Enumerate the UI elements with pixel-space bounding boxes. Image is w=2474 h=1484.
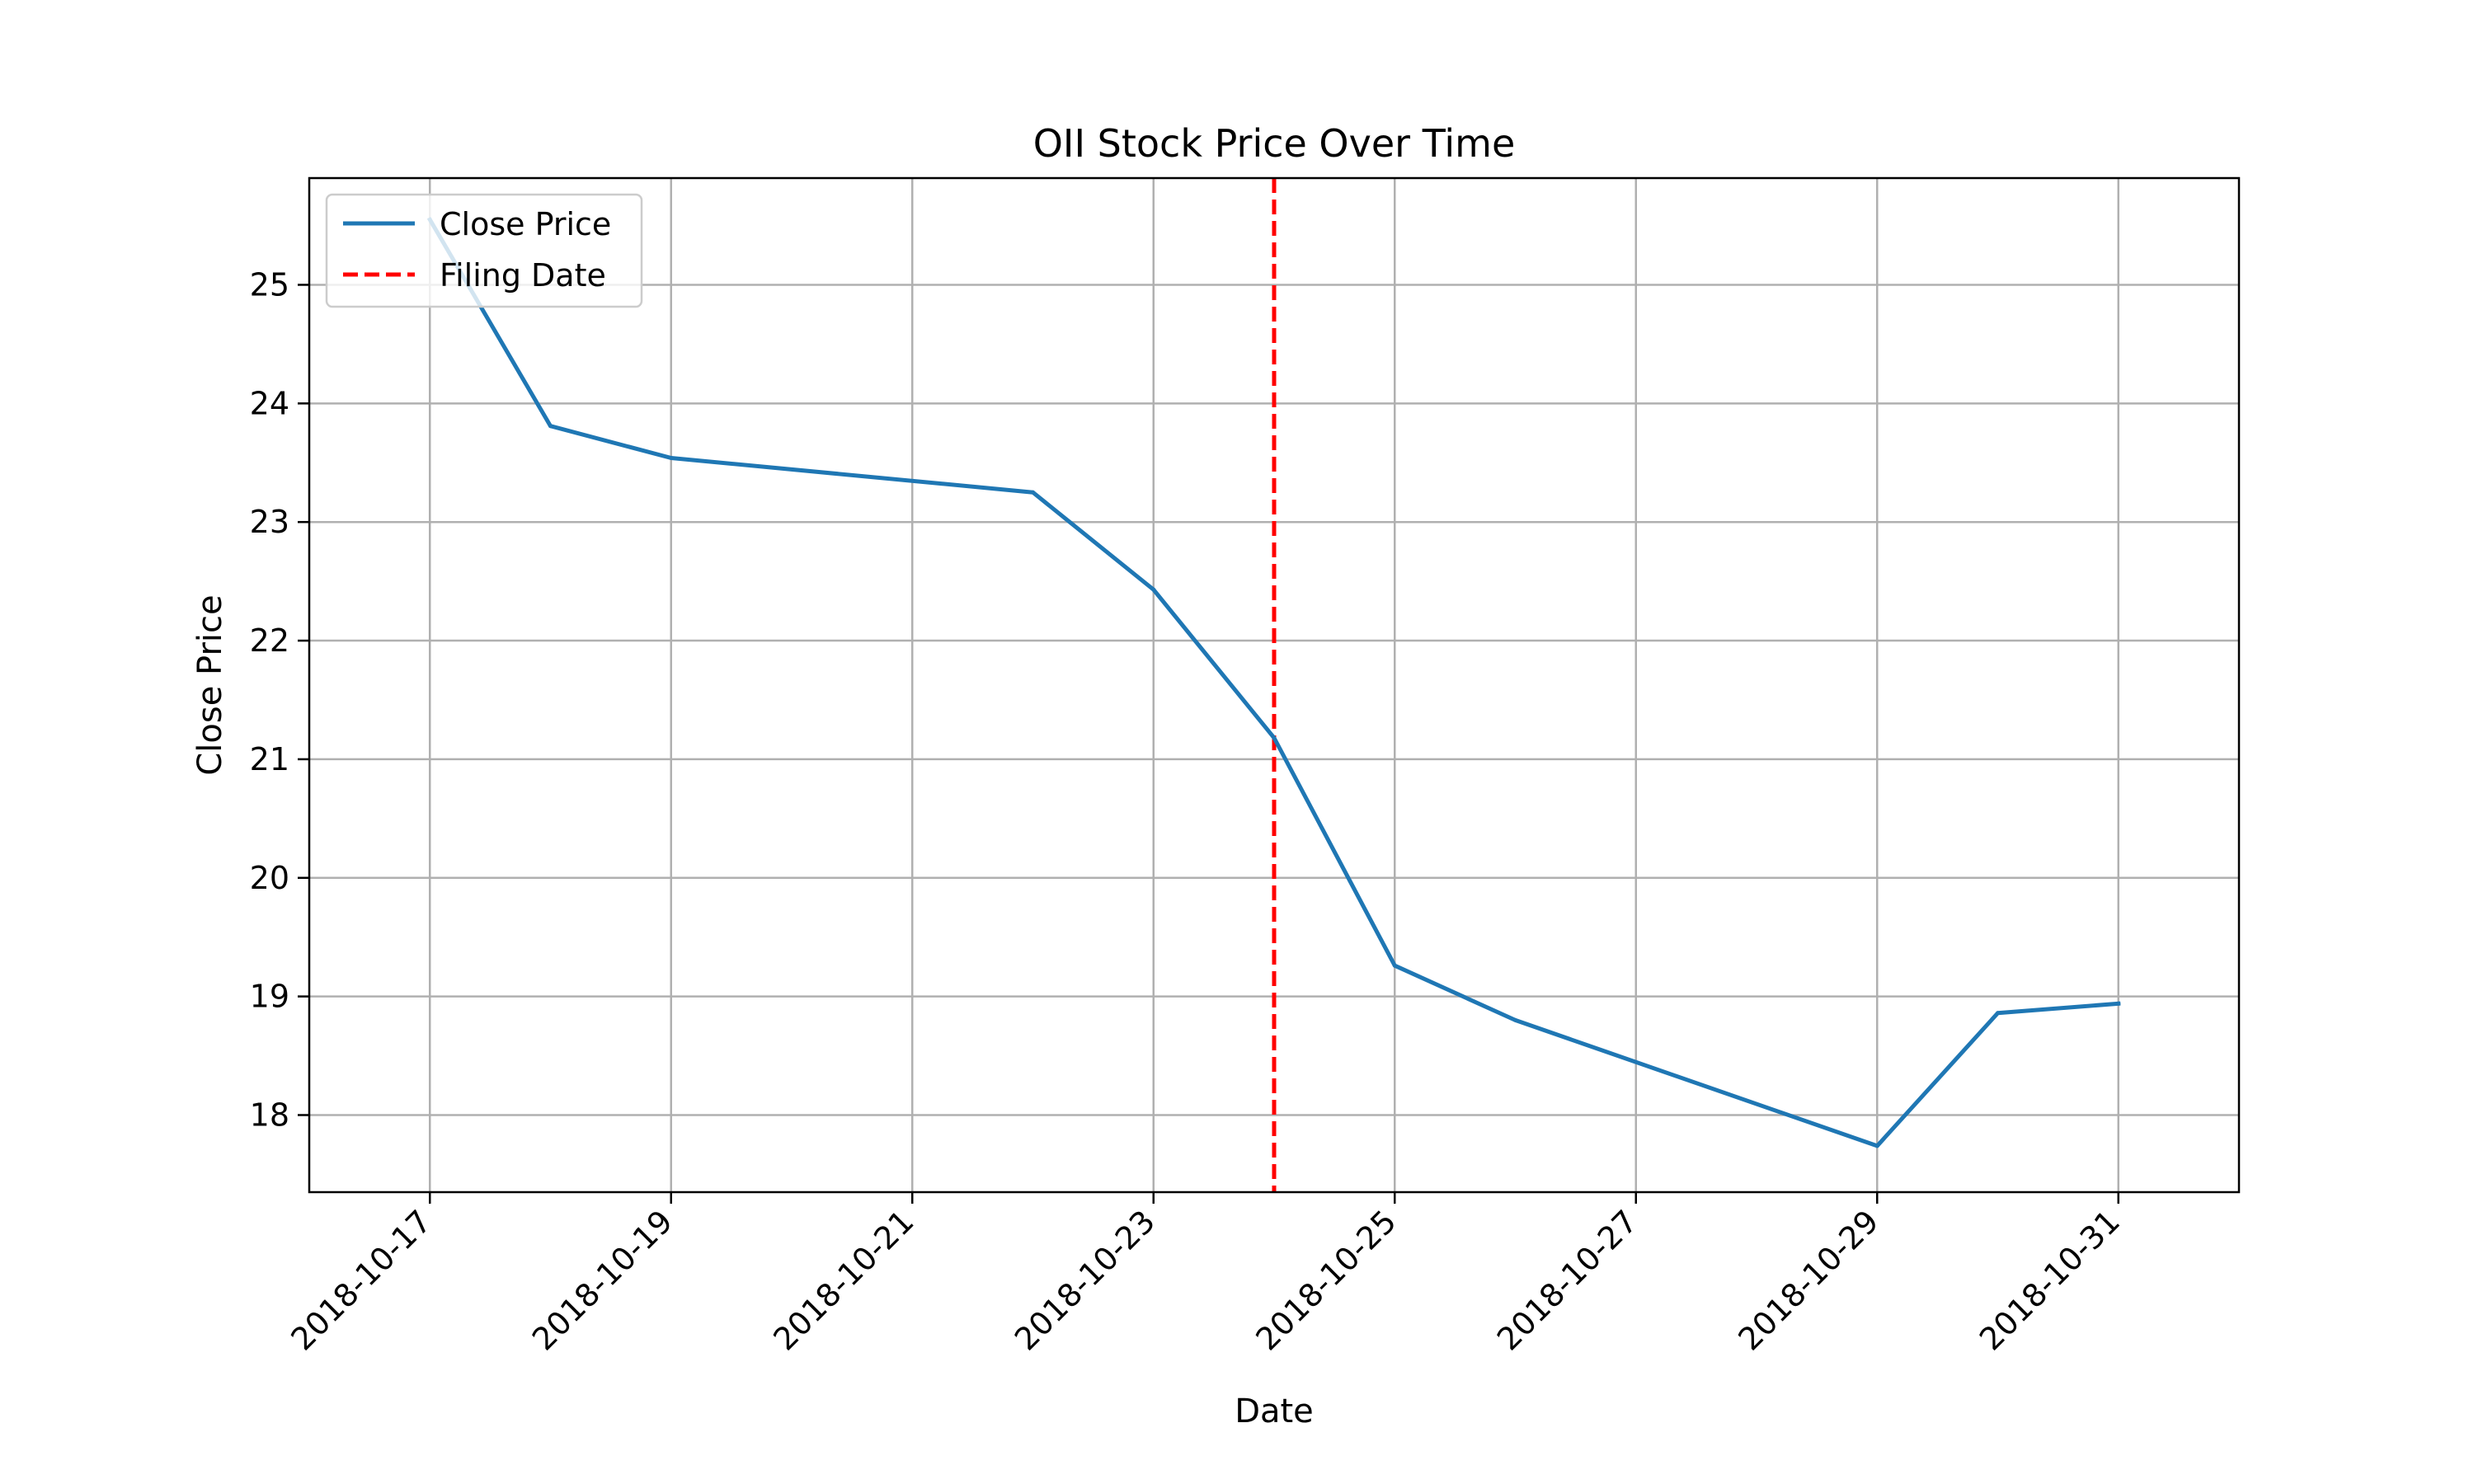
x-axis-label: Date: [1235, 1392, 1314, 1430]
x-tick-label: 2018-10-29: [1731, 1203, 1885, 1357]
data-point: [2116, 1001, 2121, 1006]
data-point: [1996, 1011, 2000, 1016]
y-axis-label: Close Price: [191, 594, 229, 775]
chart-title: OII Stock Price Over Time: [1033, 121, 1516, 166]
x-tick-label: 2018-10-27: [1490, 1203, 1644, 1357]
y-tick-label: 19: [250, 979, 289, 1015]
x-tick-label: 2018-10-25: [1249, 1203, 1403, 1357]
y-tick-label: 25: [250, 266, 289, 303]
plot-frame: [308, 176, 2241, 1194]
y-tick-label: 18: [250, 1097, 289, 1133]
y-tick-label: 24: [250, 385, 289, 421]
data-point: [1151, 587, 1156, 592]
x-tick-label: 2018-10-21: [766, 1203, 920, 1357]
x-tick-label: 2018-10-19: [525, 1203, 680, 1357]
x-tick-label: 2018-10-31: [1973, 1203, 2127, 1357]
legend-label-filing-date: Filing Date: [440, 257, 606, 294]
data-point: [1392, 963, 1397, 968]
x-tick-layer: 2018-10-17 2018-10-19 2018-10-21 2018-10-23…: [284, 1192, 2127, 1358]
y-tick-label: 23: [250, 504, 289, 540]
x-tick-label: 2018-10-23: [1008, 1203, 1162, 1357]
y-tick-layer: 18 19 20 21 22 23 24 25: [250, 266, 309, 1133]
y-tick-label: 21: [250, 741, 289, 777]
data-point: [669, 456, 674, 460]
data-point: [548, 424, 553, 429]
data-point: [1272, 735, 1277, 740]
y-tick-label: 20: [250, 860, 289, 896]
data-point: [1874, 1144, 1879, 1148]
y-tick-label: 22: [250, 622, 289, 659]
legend: Close Price Filing Date: [325, 193, 643, 308]
data-point: [1513, 1017, 1517, 1022]
data-point: [1031, 490, 1035, 495]
series-layer: [426, 216, 2121, 1148]
legend-label-close-price: Close Price: [440, 206, 611, 242]
x-tick-label: 2018-10-17: [284, 1203, 438, 1357]
